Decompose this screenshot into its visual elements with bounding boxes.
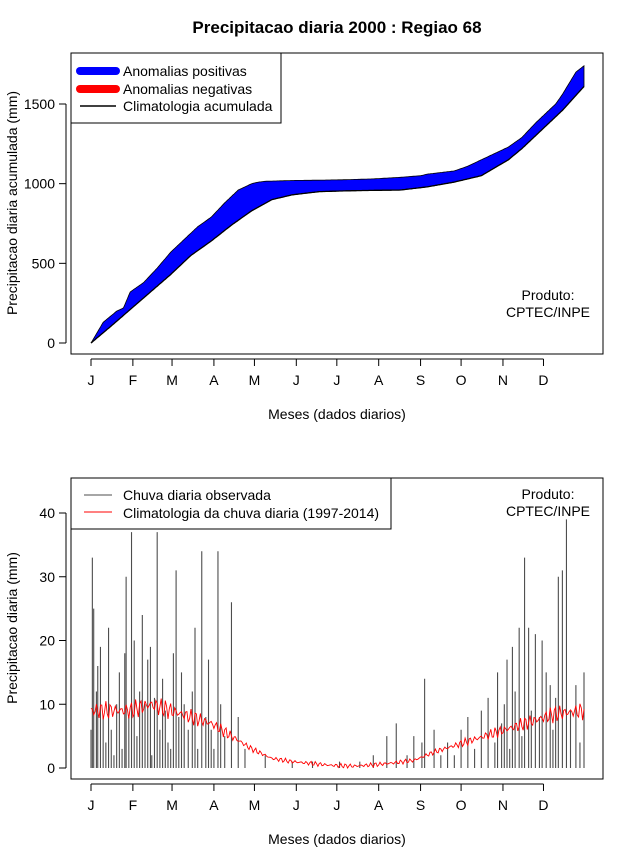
chart1-x-tick-label: J (293, 372, 300, 388)
chart1-x-tick-label: M (249, 372, 261, 388)
chart1-x-tick-label: J (88, 372, 95, 388)
daily-rain-chart: 0 10 20 30 40 J F M A M J J A S O N D Meses (dados diar… (4, 477, 604, 847)
chart2-observed-bars (90, 519, 585, 768)
chart1-climatology-line (90, 86, 585, 344)
chart1-x-tick-label: N (498, 372, 508, 388)
chart2-y-tick-label: 40 (39, 505, 55, 521)
chart2-y-axis: 0 10 20 30 40 (39, 505, 67, 776)
chart1-y-tick-label: 1500 (24, 96, 55, 112)
chart2-y-tick-label: 0 (47, 760, 55, 776)
chart1-credit-line2: CPTEC/INPE (506, 304, 590, 320)
chart1-x-tick-label: J (333, 372, 340, 388)
chart1-credit-line1: Produto: (522, 287, 575, 303)
chart1-y-tick-label: 0 (47, 335, 55, 351)
legend-clim-daily-label: Climatologia da chuva diaria (1997-2014) (123, 505, 379, 521)
chart1-x-tick-label: O (456, 372, 467, 388)
chart2-y-tick-label: 10 (39, 696, 55, 712)
chart2-x-tick-label: J (88, 797, 95, 813)
chart1-x-tick-label: D (538, 372, 548, 388)
chart2-y-tick-label: 20 (39, 633, 55, 649)
chart2-x-tick-label: O (456, 797, 467, 813)
chart2-x-tick-label: J (333, 797, 340, 813)
chart2-x-tick-label: M (249, 797, 261, 813)
chart1-plot-border (70, 52, 604, 355)
legend-positive-anomaly-label: Anomalias positivas (123, 63, 247, 79)
chart1-x-tick-label: A (374, 372, 384, 388)
chart1-x-axis-label: Meses (dados diarios) (268, 406, 406, 422)
chart2-y-axis-label: Precipitacao diaria (mm) (4, 552, 20, 704)
chart2-x-tick-label: M (166, 797, 178, 813)
chart1-y-axis-label: Precipitacao diaria acumulada (mm) (4, 91, 20, 315)
figure-title: Precipitacao diaria 2000 : Regiao 68 (192, 18, 481, 37)
chart1-y-axis: 0 500 1000 1500 (24, 96, 67, 351)
chart2-x-tick-label: A (209, 797, 219, 813)
chart1-y-tick-label: 1000 (24, 176, 55, 192)
chart2-x-tick-label: F (129, 797, 138, 813)
legend-climatology-label: Climatologia acumulada (123, 98, 273, 114)
legend-negative-anomaly-label: Anomalias negativas (123, 81, 252, 97)
chart2-legend: Chuva diaria observada Climatologia da c… (70, 477, 392, 530)
chart2-x-axis-label: Meses (dados diarios) (268, 831, 406, 847)
chart1-x-tick-label: A (209, 372, 219, 388)
legend-observed-label: Chuva diaria observada (123, 487, 271, 503)
cumulative-chart: 0 500 1000 1500 J F M A M J J A S O N D Meses (dados d… (4, 52, 604, 422)
chart1-x-tick-label: S (416, 372, 425, 388)
chart2-credit-line2: CPTEC/INPE (506, 503, 590, 519)
chart2-credit-line1: Produto: (522, 486, 575, 502)
chart2-x-tick-label: S (416, 797, 425, 813)
chart2-y-tick-label: 30 (39, 569, 55, 585)
chart2-climatology-line (90, 698, 585, 769)
chart2-x-tick-label: A (374, 797, 384, 813)
chart2-x-tick-label: N (498, 797, 508, 813)
chart1-legend: Anomalias positivas Anomalias negativas … (70, 52, 282, 124)
chart1-x-tick-label: F (129, 372, 138, 388)
chart2-x-tick-label: D (538, 797, 548, 813)
chart1-x-tick-label: M (166, 372, 178, 388)
chart2-x-tick-label: J (293, 797, 300, 813)
chart1-y-tick-label: 500 (32, 255, 56, 271)
chart2-legend-box (70, 477, 392, 530)
